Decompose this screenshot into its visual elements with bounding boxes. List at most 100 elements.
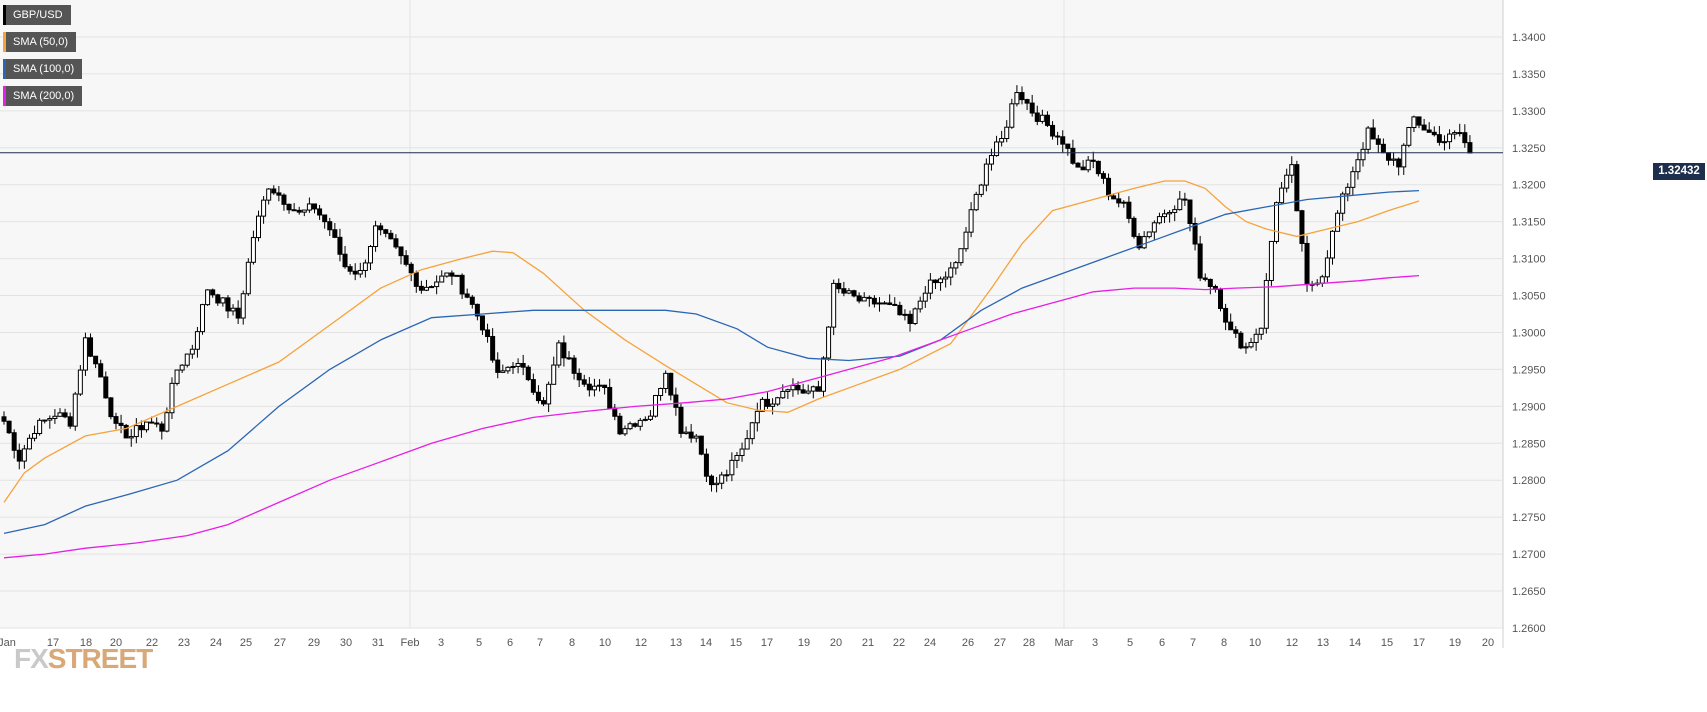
x-tick-label: 14 (700, 637, 712, 649)
candle-body (876, 302, 882, 305)
candle-body (902, 313, 908, 316)
x-tick-label: 20 (110, 637, 122, 649)
legend-item-sma100[interactable]: SMA (100,0) (3, 59, 83, 79)
candle-body (1345, 186, 1351, 195)
candle-body (1233, 329, 1239, 334)
candle-body (770, 403, 776, 407)
candle-body (1391, 158, 1397, 161)
candle-body (602, 384, 608, 389)
candle-body (1090, 159, 1096, 162)
candle-body (683, 431, 689, 434)
candle-body (729, 459, 735, 476)
candle-body (266, 188, 272, 201)
candle-body (26, 437, 32, 450)
candle-body (703, 453, 709, 477)
candle-body (1151, 222, 1157, 233)
x-tick-label: 7 (1190, 637, 1196, 649)
candle-body (1467, 142, 1473, 154)
candle-body (52, 415, 58, 419)
x-tick-label: Feb (401, 637, 420, 649)
candle-body (1014, 92, 1020, 105)
candle-body (1177, 198, 1183, 211)
y-tick-label: 1.2800 (1512, 475, 1546, 487)
candle-body (734, 455, 740, 461)
candle-body (1029, 102, 1035, 114)
sma-line-100 (3, 189, 1420, 535)
x-tick-label: 27 (994, 637, 1006, 649)
candle-body (1243, 346, 1249, 349)
candle-body (1462, 132, 1468, 144)
candle-body (907, 313, 913, 324)
candle-body (67, 416, 73, 427)
x-tick-label: 13 (1317, 637, 1329, 649)
x-tick-label: 19 (1449, 637, 1461, 649)
candle-body (352, 270, 358, 275)
candle-body (11, 432, 17, 451)
candle-body (245, 261, 251, 295)
x-tick-label: 21 (862, 637, 874, 649)
candle-body (1340, 193, 1346, 214)
candle-body (688, 431, 694, 439)
candle-body (154, 422, 160, 425)
candle-body (261, 199, 267, 217)
candle-body (225, 297, 231, 312)
candle-body (1009, 103, 1015, 128)
candle-body (250, 237, 256, 263)
candle-body (469, 296, 475, 305)
candle-body (301, 209, 307, 213)
candle-body (576, 372, 582, 381)
y-tick-label: 1.2700 (1512, 549, 1546, 561)
candle-body (861, 296, 867, 302)
candle-body (271, 188, 277, 194)
candle-body (256, 215, 261, 239)
legend-item-sma50[interactable]: SMA (50,0) (3, 32, 77, 52)
candle-body (1279, 187, 1285, 204)
x-tick-label: 26 (962, 637, 974, 649)
candle-body (459, 274, 465, 295)
candle-body (1441, 141, 1447, 144)
x-tick-label: 24 (210, 637, 222, 649)
candle-body (367, 246, 373, 264)
y-tick-label: 1.2650 (1512, 586, 1546, 598)
candle-body (82, 337, 88, 371)
x-tick-label: 23 (178, 637, 190, 649)
candle-body (138, 425, 144, 431)
candle-body (500, 370, 506, 373)
candle-body (133, 425, 139, 438)
candle-body (515, 362, 521, 367)
candle-body (1294, 164, 1300, 212)
legend-item-gbpusd[interactable]: GBP/USD (3, 5, 71, 25)
candle-body (1019, 92, 1025, 101)
candle-body (739, 448, 745, 457)
candle-body (1238, 332, 1244, 349)
candle-body (1457, 132, 1463, 135)
candle-body (653, 395, 659, 417)
candle-body (851, 290, 857, 297)
legend-item-sma200[interactable]: SMA (200,0) (3, 86, 83, 106)
candle-body (530, 379, 536, 393)
x-tick-label: 22 (146, 637, 158, 649)
candle-body (200, 304, 206, 333)
candle-body (566, 357, 572, 360)
candle-body (37, 419, 43, 434)
candle-body (932, 279, 938, 284)
candle-body (627, 423, 633, 430)
candle-body (917, 300, 923, 310)
candle-body (118, 422, 124, 426)
candle-body (88, 337, 94, 357)
y-tick-label: 1.3150 (1512, 217, 1546, 229)
candle-body (464, 293, 470, 298)
candle-body (291, 209, 297, 212)
candle-body (871, 297, 877, 305)
candle-body (973, 193, 979, 211)
candle-body (800, 389, 806, 394)
candle-body (856, 295, 862, 302)
candle-body (57, 412, 63, 417)
candle-body (1131, 217, 1137, 237)
candle-body (1075, 162, 1081, 168)
candle-body (144, 421, 150, 431)
candle-body (647, 415, 653, 420)
candle-body (1263, 279, 1269, 329)
candle-body (1416, 116, 1422, 126)
candle-body (759, 398, 765, 412)
